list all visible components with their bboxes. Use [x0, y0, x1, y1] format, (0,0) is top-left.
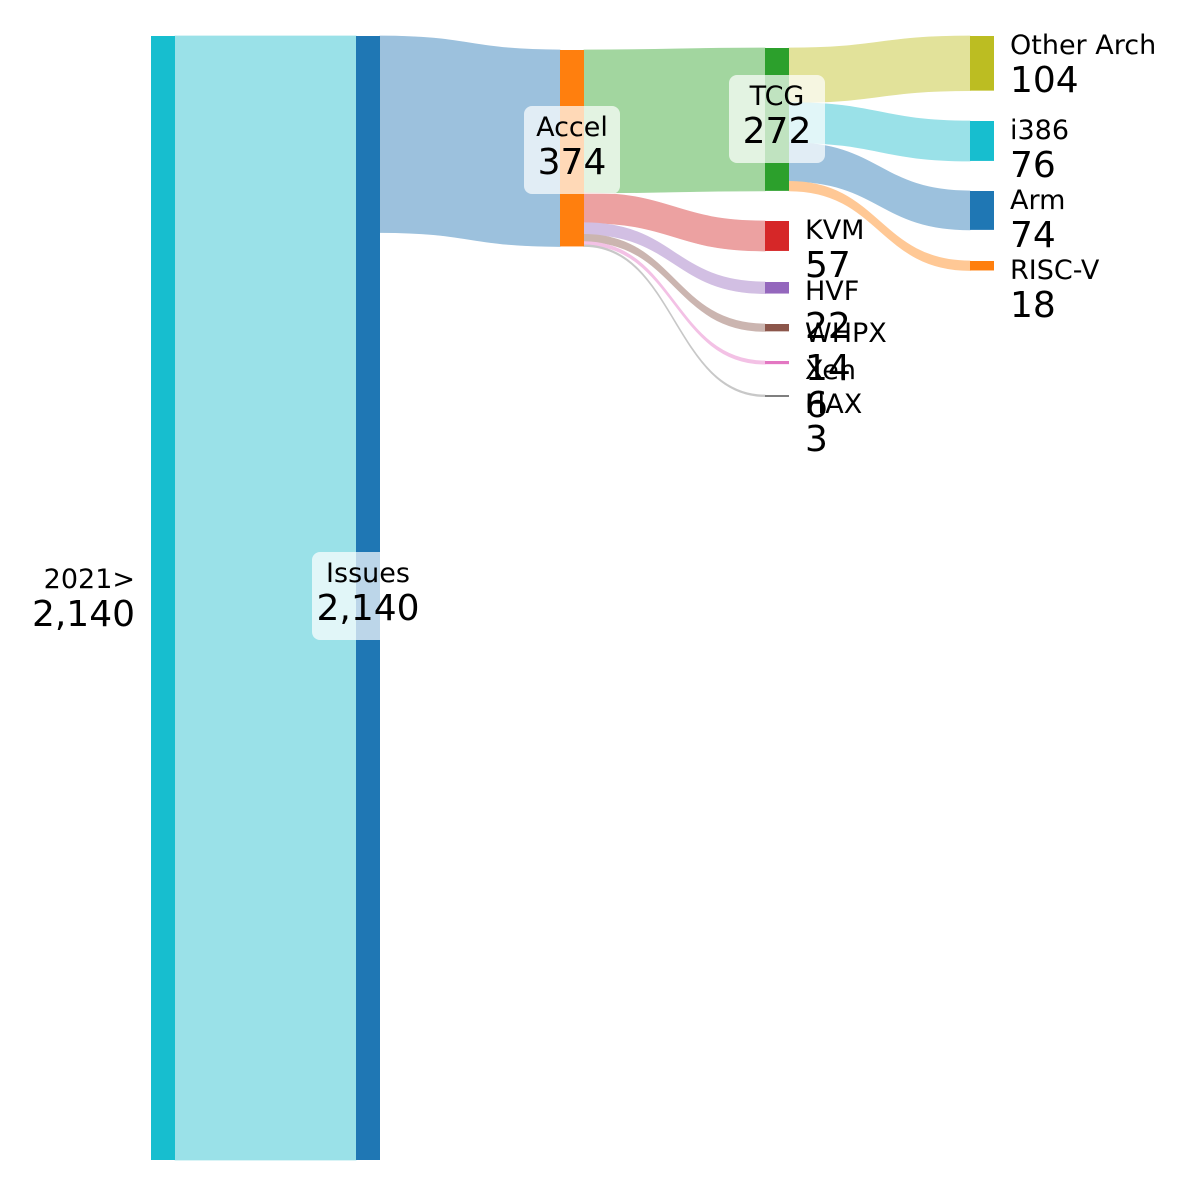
node-name-kvm: KVM — [805, 215, 864, 246]
link-tcg-to-i386 — [788, 102, 971, 162]
node-kvm — [765, 221, 789, 251]
node-value-kvm: 57 — [805, 245, 851, 286]
links-layer — [174, 35, 971, 1161]
node-value-issues: 2,140 — [316, 588, 419, 629]
node-value-other-arch: 104 — [1010, 60, 1079, 101]
node-label-bg-issues — [312, 552, 424, 640]
node-label-bg-accel — [524, 106, 620, 194]
node-i386 — [970, 121, 994, 161]
link-accel-to-tcg — [583, 47, 766, 194]
node-name-xen: Xen — [805, 355, 856, 386]
node-whpx — [765, 324, 789, 332]
node-name-i386: i386 — [1010, 115, 1069, 146]
node-name-issues: Issues — [326, 558, 410, 589]
node-value-arm: 74 — [1010, 215, 1056, 256]
node-value-riscv: 18 — [1010, 285, 1056, 326]
node-value-hvf: 22 — [805, 306, 851, 347]
node-name-arm: Arm — [1010, 185, 1065, 216]
node-name-other-arch: Other Arch — [1010, 30, 1156, 61]
node-hax — [765, 395, 789, 397]
node-name-hvf: HVF — [805, 276, 859, 307]
node-name-2021: 2021> — [44, 564, 135, 595]
node-arm — [970, 191, 994, 230]
node-name-accel: Accel — [536, 112, 608, 143]
node-xen — [765, 361, 789, 365]
node-value-accel: 374 — [538, 142, 607, 183]
node-value-xen: 6 — [805, 385, 828, 426]
node-value-i386: 76 — [1010, 145, 1056, 186]
node-value-hax: 3 — [805, 419, 828, 460]
node-label-2021: 2021>2,140 — [32, 564, 135, 635]
node-hvf — [765, 282, 789, 294]
node-label-bg-tcg — [729, 75, 825, 163]
node-2021 — [151, 36, 175, 1160]
node-name-hax: HAX — [805, 389, 862, 420]
labels-layer: 2021>2,140Issues2,140Accel374TCG272KVM57… — [32, 30, 1156, 640]
node-value-tcg: 272 — [743, 111, 812, 152]
node-name-whpx: WHPX — [805, 318, 887, 349]
node-value-2021: 2,140 — [32, 594, 135, 635]
node-value-whpx: 14 — [805, 348, 851, 389]
node-riscv — [970, 261, 994, 271]
node-name-tcg: TCG — [749, 81, 805, 112]
node-label-riscv: RISC-V18 — [1010, 255, 1100, 326]
node-other-arch — [970, 36, 994, 91]
node-name-riscv: RISC-V — [1010, 255, 1100, 286]
